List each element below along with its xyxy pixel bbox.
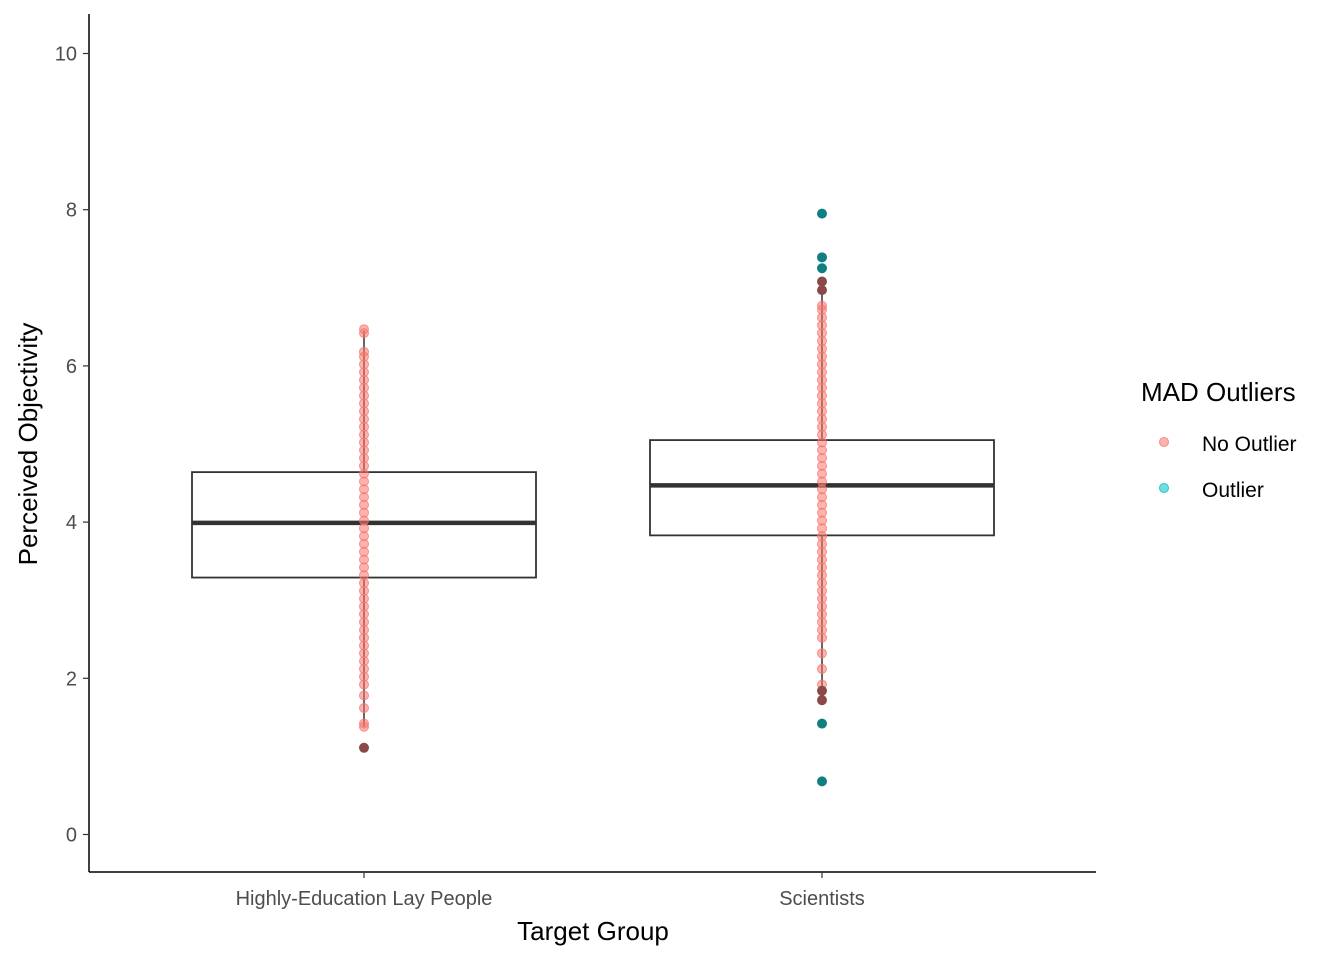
point-boxplot-outlier (817, 276, 827, 287)
point-no-outlier (817, 300, 827, 311)
x-axis-title: Target Group (517, 916, 669, 946)
y-axis: 0 2 4 6 8 10 (55, 14, 90, 872)
point-layer (359, 208, 827, 787)
legend-label-no-outlier: No Outlier (1202, 433, 1297, 456)
legend: MAD Outliers No Outlier Outlier (1141, 377, 1297, 502)
point-boxplot-outlier (359, 742, 369, 753)
point-no-outlier (359, 346, 369, 357)
y-tick-label: 4 (66, 512, 77, 534)
y-tick-label: 10 (55, 44, 77, 66)
box-layer (191, 281, 995, 727)
point-no-outlier (359, 690, 369, 701)
point-outlier (817, 252, 827, 263)
point-no-outlier (359, 718, 369, 729)
point-outlier (817, 208, 827, 219)
point-no-outlier (817, 648, 827, 659)
legend-label-outlier: Outlier (1202, 479, 1264, 502)
point-no-outlier (359, 324, 369, 335)
point-boxplot-outlier (817, 695, 827, 706)
y-axis-title: Perceived Objectivity (13, 323, 43, 566)
point-outlier (817, 263, 827, 274)
point-outlier (817, 776, 827, 787)
point-no-outlier (817, 663, 827, 674)
y-tick-label: 6 (66, 356, 77, 378)
point-boxplot-outlier (817, 685, 827, 696)
y-tick-label: 2 (66, 668, 77, 690)
point-boxplot-outlier (817, 285, 827, 296)
y-tick-label: 8 (66, 200, 77, 222)
x-axis: Highly-Education Lay People Scientists (89, 871, 1096, 910)
legend-key-outlier (1159, 483, 1169, 493)
legend-title: MAD Outliers (1141, 377, 1296, 407)
x-tick-label: Scientists (779, 888, 865, 910)
x-tick-label: Highly-Education Lay People (236, 888, 493, 910)
y-tick-label: 0 (66, 825, 77, 847)
point-no-outlier (359, 702, 369, 713)
point-outlier (817, 718, 827, 729)
legend-key-no-outlier (1159, 437, 1169, 447)
